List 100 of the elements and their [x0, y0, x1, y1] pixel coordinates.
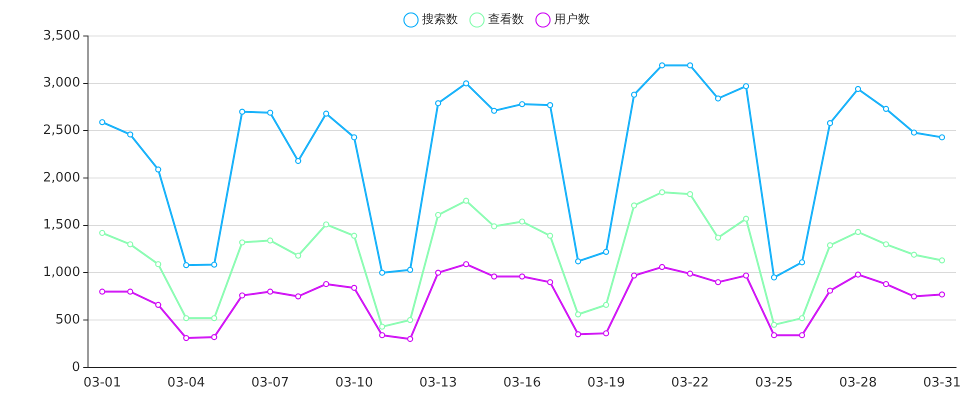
- y-tick-label: 500: [55, 312, 80, 328]
- point: [882, 280, 890, 288]
- point: [379, 270, 386, 276]
- point: [127, 241, 134, 248]
- point: [574, 258, 582, 264]
- point: [686, 270, 694, 277]
- point: [463, 261, 470, 268]
- point: [574, 331, 582, 338]
- point: [938, 257, 946, 264]
- y-tick-label: 3,500: [43, 28, 80, 44]
- point: [602, 248, 610, 255]
- point: [435, 100, 442, 106]
- point: [714, 95, 722, 102]
- point: [630, 272, 638, 279]
- point: [519, 218, 526, 225]
- y-tick-label: 2,500: [43, 123, 80, 138]
- y-tick-label: 0: [72, 360, 80, 375]
- legend-label: 搜索数: [422, 12, 458, 26]
- point: [239, 108, 246, 115]
- point: [295, 158, 302, 164]
- x-tick-label: 03-31: [923, 376, 961, 391]
- point: [910, 252, 918, 258]
- x-tick-label: 03-13: [419, 376, 458, 391]
- point: [351, 134, 358, 140]
- point: [155, 166, 162, 173]
- point: [267, 110, 274, 116]
- point: [630, 92, 638, 98]
- point: [407, 316, 414, 324]
- point: [267, 288, 274, 295]
- point: [798, 259, 806, 266]
- point: [547, 232, 554, 239]
- point: [183, 334, 190, 342]
- point: [714, 234, 722, 241]
- point: [211, 262, 218, 268]
- point: [351, 284, 358, 291]
- point: [910, 129, 918, 136]
- point: [602, 302, 610, 308]
- point: [826, 288, 834, 294]
- point: [602, 330, 610, 336]
- y-tick-label: 2,000: [43, 170, 80, 186]
- point: [854, 86, 862, 92]
- point: [127, 131, 134, 138]
- point: [239, 239, 246, 246]
- point: [854, 272, 862, 278]
- point: [938, 291, 946, 298]
- x-tick-label: 03-04: [167, 376, 206, 391]
- point: [686, 62, 694, 68]
- point: [183, 262, 190, 268]
- point: [211, 334, 218, 340]
- point: [295, 252, 302, 259]
- x-tick-label: 03-28: [839, 376, 877, 391]
- point: [658, 189, 666, 196]
- point: [658, 62, 666, 68]
- x-tick-label: 03-19: [587, 376, 625, 391]
- y-tick-label: 3,000: [43, 76, 80, 91]
- point: [155, 261, 162, 268]
- x-tick-label: 03-07: [251, 376, 290, 391]
- point: [658, 264, 666, 270]
- point: [211, 315, 218, 322]
- point: [882, 241, 890, 248]
- point: [938, 134, 946, 140]
- point: [910, 293, 918, 300]
- point: [798, 315, 806, 322]
- x-tick-label: 03-01: [83, 376, 122, 391]
- point: [826, 120, 834, 126]
- point: [798, 332, 806, 338]
- point: [882, 106, 890, 112]
- point: [547, 102, 554, 108]
- point: [435, 270, 442, 276]
- x-tick-label: 03-10: [335, 376, 374, 391]
- point: [854, 228, 862, 236]
- point: [323, 280, 330, 288]
- point: [714, 279, 722, 286]
- point: [770, 274, 778, 281]
- point: [267, 237, 274, 244]
- point: [323, 110, 330, 117]
- point: [742, 216, 750, 222]
- legend-label: 查看数: [488, 12, 524, 26]
- point: [519, 273, 526, 280]
- point: [770, 332, 778, 338]
- point: [351, 232, 358, 239]
- point: [99, 288, 106, 295]
- point: [686, 191, 694, 198]
- point: [127, 288, 134, 295]
- y-tick-label: 1,000: [43, 265, 80, 280]
- point: [519, 101, 526, 108]
- point: [379, 324, 386, 330]
- point: [491, 223, 498, 230]
- point: [407, 266, 414, 273]
- point: [379, 332, 386, 338]
- point: [99, 119, 106, 126]
- point: [491, 108, 498, 114]
- x-tick-label: 03-25: [755, 376, 793, 391]
- point: [295, 293, 302, 300]
- x-tick-label: 03-22: [671, 376, 709, 391]
- point: [407, 336, 414, 342]
- point: [491, 273, 498, 280]
- x-tick-label: 03-16: [503, 376, 541, 391]
- point: [239, 292, 246, 299]
- point: [183, 315, 190, 322]
